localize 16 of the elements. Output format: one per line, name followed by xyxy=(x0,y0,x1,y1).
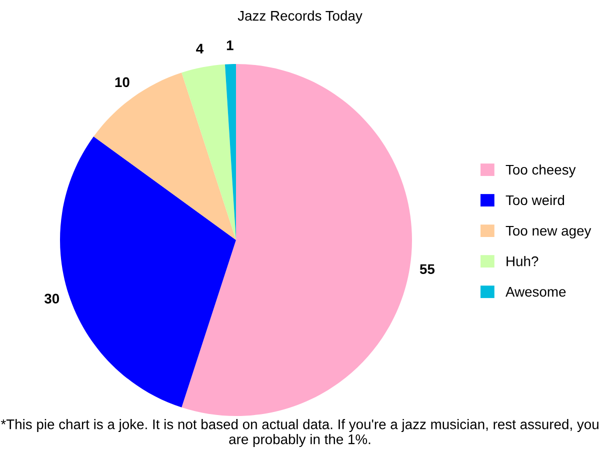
pie-slice xyxy=(94,72,236,240)
legend-label: Awesome xyxy=(506,287,566,297)
text: *This pie chart is a joke. It is not based on actual data. If you're a jazz musician, rest assured, you are probably in the 1%. xyxy=(0,419,598,447)
data-label: 10 xyxy=(115,77,130,88)
legend-label: Too cheesy xyxy=(506,164,576,178)
data-label: 4 xyxy=(196,44,204,54)
data-label: 30 xyxy=(44,294,60,304)
pie-slice xyxy=(60,136,236,408)
chart-title: Jazz Records Today xyxy=(238,10,362,24)
legend-label: Huh? xyxy=(506,256,538,266)
data-label: 1 xyxy=(226,40,234,50)
legend-label: Too weird xyxy=(506,194,564,206)
legend-label: Too new agey xyxy=(506,226,592,238)
pie-slice xyxy=(182,64,412,416)
pie-slice xyxy=(182,64,236,240)
data-label: 55 xyxy=(420,264,435,274)
